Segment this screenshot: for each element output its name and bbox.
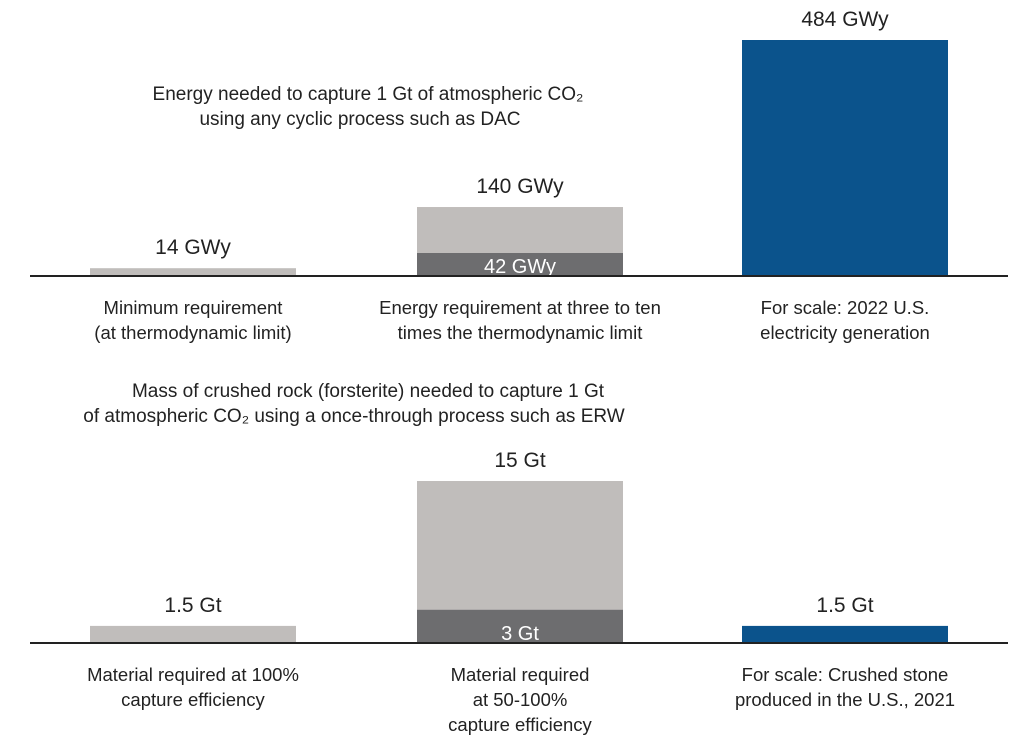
bar-low-label-0-1: 42 GWy [484, 256, 556, 278]
category-label-1-2-0: For scale: Crushed stone [742, 664, 949, 685]
energy-bars: 14 GWy 42 GWy 140 GWy 484 GWy [90, 8, 948, 278]
energy-panel: Energy needed to capture 1 Gt of atmosph… [30, 8, 1008, 343]
bar-value-label-0-1: 140 GWy [476, 175, 564, 198]
bar-value-label-0-2: 484 GWy [801, 8, 889, 31]
bar-value-label-0-0: 14 GWy [155, 236, 231, 259]
category-label-0-0-0: Minimum requirement [104, 297, 283, 318]
energy-title-line-2: using any cyclic process such as DAC [199, 109, 520, 130]
rock-bars: 1.5 Gt 3 Gt 15 Gt 1.5 Gt [90, 449, 948, 645]
category-label-0-1-1: times the thermodynamic limit [398, 322, 643, 343]
bar-1-2 [742, 625, 948, 642]
category-label-0-0-1: (at thermodynamic limit) [94, 322, 291, 343]
bar-low-1-1 [417, 609, 623, 642]
rock-panel: Mass of crushed rock (forsterite) needed… [30, 381, 1008, 735]
category-label-1-0-1: capture efficiency [121, 689, 265, 710]
rock-title-line-1: Mass of crushed rock (forsterite) needed… [132, 381, 605, 402]
bar-0-2 [742, 40, 948, 275]
rock-title-line-2: of atmospheric CO₂ using a once-through … [83, 406, 624, 427]
category-label-1-2-1: produced in the U.S., 2021 [735, 689, 955, 710]
category-label-1-0-0: Material required at 100% [87, 664, 299, 685]
bar-low-0-1 [417, 253, 623, 275]
bar-1-0 [90, 625, 296, 642]
category-label-1-1-0: Material required [451, 664, 590, 685]
bar-low-label-1-1: 3 Gt [501, 623, 539, 645]
category-label-0-2-0: For scale: 2022 U.S. [761, 297, 930, 318]
category-label-0-1-0: Energy requirement at three to ten [379, 297, 661, 318]
category-label-1-1-2: capture efficiency [448, 714, 592, 735]
category-label-0-2-1: electricity generation [760, 322, 930, 343]
energy-category-labels: Minimum requirement (at thermodynamic lim… [94, 297, 930, 343]
category-label-1-1-1: at 50-100% [473, 689, 568, 710]
bar-value-label-1-0: 1.5 Gt [164, 594, 221, 617]
rock-category-labels: Material required at 100% capture efficie… [87, 664, 955, 735]
bar-value-label-1-1: 15 Gt [494, 449, 546, 472]
energy-title-line-1: Energy needed to capture 1 Gt of atmosph… [153, 84, 584, 105]
bar-0-0 [90, 268, 296, 275]
bar-value-label-1-2: 1.5 Gt [816, 594, 873, 617]
